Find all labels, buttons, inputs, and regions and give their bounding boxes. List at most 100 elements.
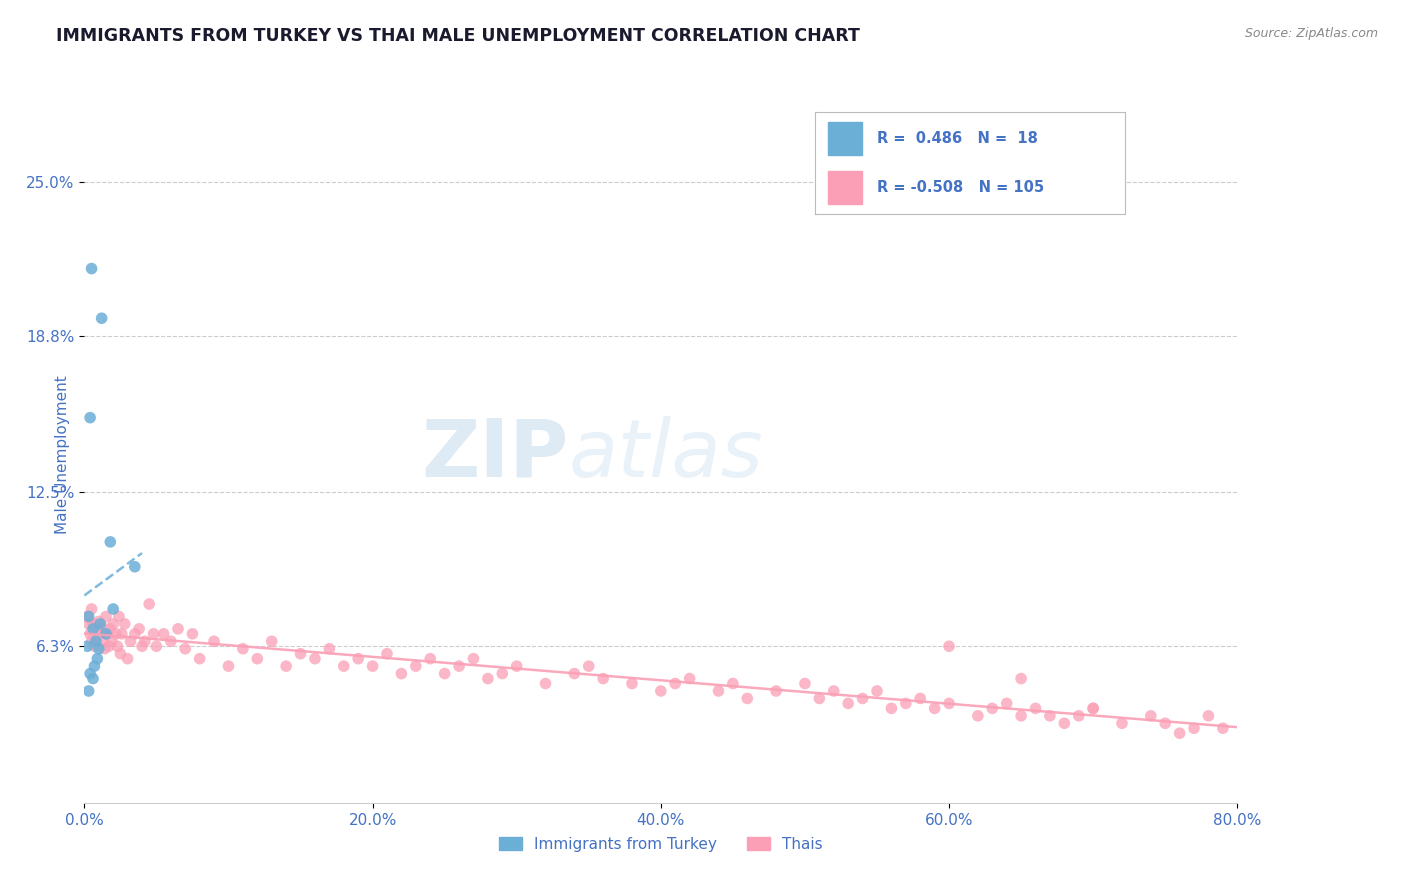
Point (91, 634, 114, 648)
Point (110, 647, 132, 661)
Point (152, 627, 174, 641)
Point (664, 676, 686, 690)
Point (260, 634, 283, 648)
Point (114, 616, 136, 631)
Point (103, 602, 124, 616)
FancyBboxPatch shape (828, 171, 862, 204)
Point (93, 641, 115, 656)
Point (96, 627, 118, 641)
Point (117, 651, 139, 665)
Point (97, 639, 120, 653)
Text: Source: ZipAtlas.com: Source: ZipAtlas.com (1244, 27, 1378, 40)
Point (84, 634, 107, 648)
Point (375, 647, 398, 661)
Point (592, 672, 614, 686)
Legend: Immigrants from Turkey, Thais: Immigrants from Turkey, Thais (492, 830, 830, 858)
Point (120, 634, 142, 648)
Point (506, 659, 529, 673)
Point (304, 651, 326, 665)
Point (1053, 716, 1076, 731)
Point (679, 672, 702, 686)
Point (83, 659, 105, 673)
Point (77, 609, 100, 624)
Point (1198, 708, 1220, 723)
Point (837, 697, 859, 711)
Point (80, 261, 103, 276)
Point (808, 691, 831, 706)
Point (290, 647, 312, 661)
Point (87, 641, 110, 656)
Point (232, 641, 254, 656)
Point (100, 634, 122, 648)
Point (910, 691, 932, 706)
Point (98, 622, 121, 636)
Point (463, 651, 485, 665)
Point (82, 616, 104, 631)
Point (246, 651, 269, 665)
Point (564, 666, 586, 681)
Point (138, 597, 160, 611)
Point (1067, 708, 1090, 723)
Point (1010, 708, 1032, 723)
Point (1182, 721, 1205, 735)
Point (1111, 716, 1133, 731)
Text: ZIP: ZIP (422, 416, 568, 494)
Point (76, 639, 98, 653)
Point (1140, 708, 1163, 723)
Point (794, 676, 817, 690)
Point (1154, 716, 1177, 731)
Point (90, 311, 112, 326)
Point (103, 616, 124, 631)
Point (477, 672, 499, 686)
Point (77, 684, 100, 698)
Point (361, 659, 384, 673)
Point (737, 691, 759, 706)
Point (1025, 701, 1047, 715)
Text: IMMIGRANTS FROM TURKEY VS THAI MALE UNEMPLOYMENT CORRELATION CHART: IMMIGRANTS FROM TURKEY VS THAI MALE UNEM… (56, 27, 860, 45)
Point (86, 622, 108, 636)
Point (938, 639, 960, 653)
Point (87, 615, 110, 629)
Point (1039, 708, 1062, 723)
Point (89, 616, 111, 631)
Point (333, 659, 356, 673)
Point (142, 627, 165, 641)
Point (433, 666, 456, 681)
Point (1010, 672, 1032, 686)
Text: R = -0.508   N = 105: R = -0.508 N = 105 (877, 180, 1045, 195)
Point (124, 627, 146, 641)
Point (894, 697, 917, 711)
Point (347, 651, 370, 665)
Point (160, 634, 183, 648)
Point (83, 639, 105, 653)
Point (391, 666, 413, 681)
Point (578, 659, 600, 673)
Point (82, 672, 104, 686)
Point (276, 659, 298, 673)
Point (721, 676, 744, 690)
Point (94, 627, 117, 641)
Point (84, 634, 107, 648)
Point (534, 676, 557, 690)
Point (852, 691, 875, 706)
Point (650, 684, 672, 698)
Point (111, 627, 134, 641)
FancyBboxPatch shape (828, 122, 862, 154)
Point (108, 609, 131, 624)
Point (79, 666, 101, 681)
Point (880, 701, 903, 715)
Point (1168, 726, 1191, 740)
Text: atlas: atlas (568, 416, 763, 494)
Point (79, 627, 101, 641)
Point (98, 534, 121, 549)
Point (76, 609, 98, 624)
Point (449, 659, 471, 673)
Point (131, 639, 153, 653)
Point (823, 684, 845, 698)
Point (765, 684, 787, 698)
Point (134, 634, 156, 648)
Point (707, 684, 730, 698)
Point (128, 622, 150, 636)
Point (145, 639, 167, 653)
Point (86, 651, 108, 665)
